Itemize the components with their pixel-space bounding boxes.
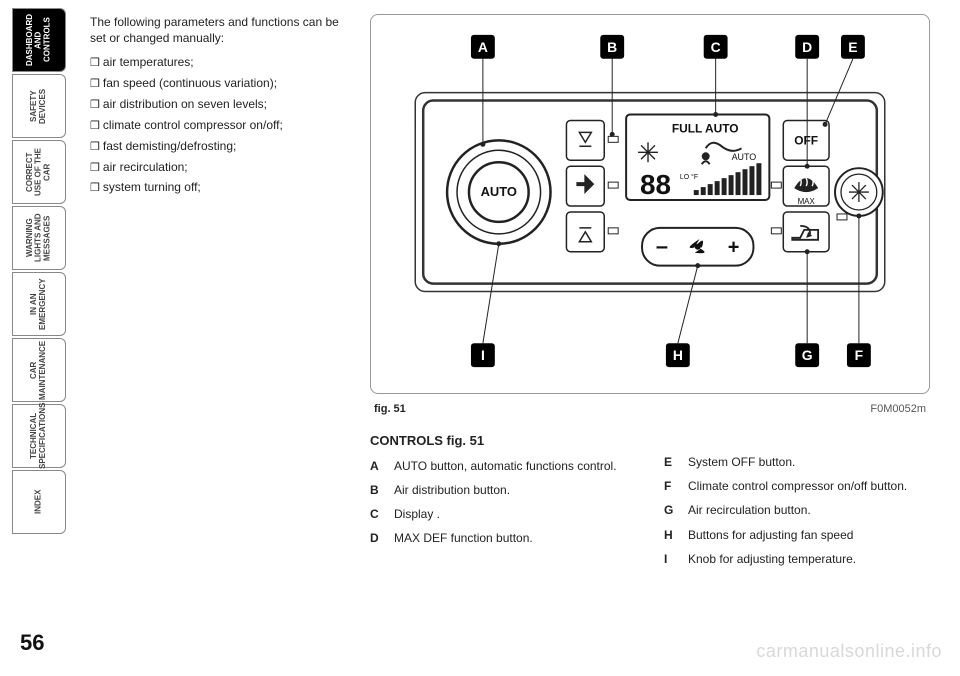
svg-text:D: D [802, 39, 812, 55]
control-item: D MAX DEF function button. [370, 530, 636, 546]
control-item: C Display . [370, 506, 636, 522]
intro-item: fan speed (continuous variation); [90, 75, 350, 92]
tab-warning-lights[interactable]: WARNING LIGHTS AND MESSAGES [12, 206, 66, 270]
fan-plus: + [728, 237, 740, 259]
climate-control-diagram: AUTO FULL AUTO AUTO [370, 14, 930, 394]
control-item: A AUTO button, automatic functions contr… [370, 458, 636, 474]
tab-correct-use[interactable]: CORRECT USE OF THE CAR [12, 140, 66, 204]
control-item: E System OFF button. [664, 454, 930, 470]
tab-emergency[interactable]: IN AN EMERGENCY [12, 272, 66, 336]
control-item: H Buttons for adjusting fan speed [664, 527, 930, 543]
figure-code: F0M0052m [870, 403, 926, 415]
controls-legend: CONTROLS fig. 51 A AUTO button, automati… [370, 432, 930, 575]
max-label: MAX [798, 197, 816, 206]
figure-51: AUTO FULL AUTO AUTO [370, 14, 930, 415]
intro-item: air temperatures; [90, 54, 350, 71]
fan-minus: – [656, 234, 668, 259]
intro-lead: The following parameters and functions c… [90, 14, 350, 46]
tab-maintenance[interactable]: CAR MAINTENANCE [12, 338, 66, 402]
control-item: F Climate control compressor on/off butt… [664, 478, 930, 494]
tab-tech-specs[interactable]: TECHNICAL SPECIFICATIONS [12, 404, 66, 468]
watermark: carmanualsonline.info [756, 641, 942, 662]
control-item: I Knob for adjusting temperature. [664, 551, 930, 567]
auto-button-label: AUTO [481, 184, 517, 199]
intro-list: air temperatures; fan speed (continuous … [90, 54, 350, 196]
display-unit: LO °F [680, 173, 698, 181]
side-tab-rail: DASHBOARD AND CONTROLS SAFETY DEVICES CO… [12, 8, 66, 534]
figure-number: fig. 51 [374, 403, 406, 415]
intro-item: climate control compressor on/off; [90, 117, 350, 134]
control-item: G Air recirculation button. [664, 502, 930, 518]
svg-text:A: A [478, 39, 488, 55]
intro-text-block: The following parameters and functions c… [90, 14, 350, 200]
tab-dashboard[interactable]: DASHBOARD AND CONTROLS [12, 8, 66, 72]
svg-text:F: F [855, 347, 864, 363]
off-button-label: OFF [794, 133, 818, 147]
svg-text:E: E [848, 39, 857, 55]
intro-item: fast demisting/defrosting; [90, 138, 350, 155]
svg-text:C: C [711, 39, 721, 55]
svg-text:H: H [673, 347, 683, 363]
display-full-auto: FULL AUTO [672, 121, 739, 135]
controls-heading: CONTROLS fig. 51 [370, 432, 636, 450]
tab-safety[interactable]: SAFETY DEVICES [12, 74, 66, 138]
tab-index[interactable]: INDEX [12, 470, 66, 534]
display-auto-text: AUTO [732, 152, 757, 162]
intro-item: air distribution on seven levels; [90, 96, 350, 113]
intro-item: system turning off; [90, 179, 350, 196]
svg-text:G: G [802, 347, 813, 363]
svg-text:I: I [481, 347, 485, 363]
control-item: B Air distribution button. [370, 482, 636, 498]
intro-item: air recirculation; [90, 159, 350, 176]
svg-text:B: B [607, 39, 617, 55]
page-number: 56 [20, 630, 44, 656]
display-temp: 88 [640, 169, 671, 200]
